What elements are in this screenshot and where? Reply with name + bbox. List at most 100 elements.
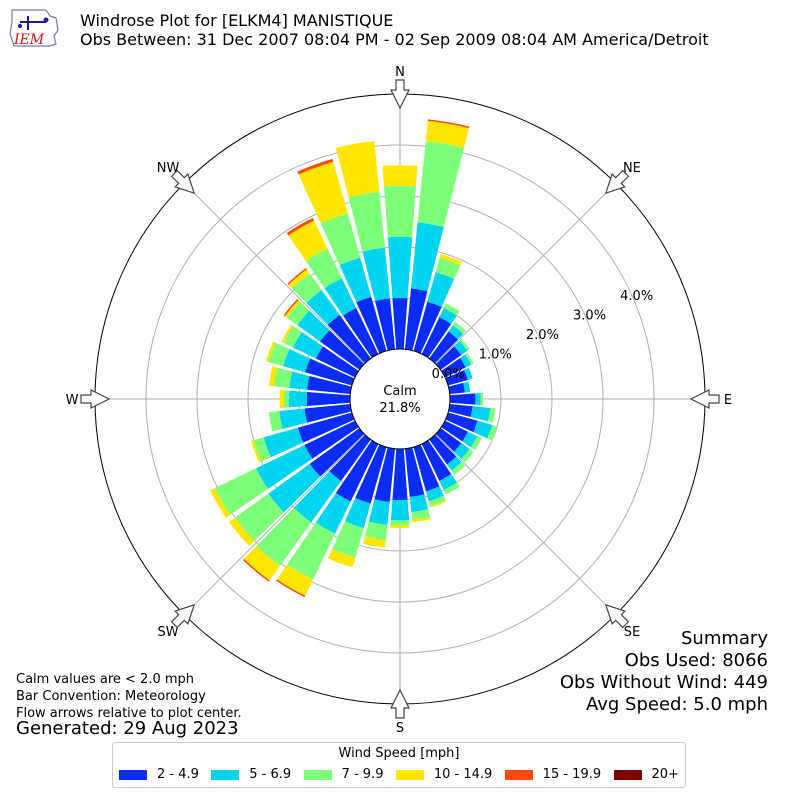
wind-bar-segment xyxy=(375,298,396,351)
wind-bar-segment xyxy=(343,307,379,358)
wind-bar-segment xyxy=(276,579,306,598)
wind-bar-segment xyxy=(392,448,408,500)
wind-bar-segment xyxy=(374,447,396,503)
flow-arrow-shape xyxy=(390,79,410,110)
wind-bar-segment xyxy=(441,420,469,442)
wind-bar-segment xyxy=(283,326,302,348)
wind-bar-segment xyxy=(390,520,410,526)
flow-arrow-shape xyxy=(604,603,630,629)
summary-box: Summary Obs Used: 8066 Obs Without Wind:… xyxy=(560,628,768,716)
wind-bar-segment xyxy=(368,499,390,525)
wind-bar-segment xyxy=(487,424,498,441)
summary-title: Summary xyxy=(681,628,768,649)
wind-bar-segment xyxy=(392,297,408,350)
legend-swatch xyxy=(303,770,332,780)
wind-bar-segment xyxy=(409,494,429,513)
wind-bar-segment xyxy=(348,191,385,252)
direction-label: SW xyxy=(158,625,179,640)
calm-note: Calm values are < 2.0 mph xyxy=(16,672,195,687)
wind-bar-segment xyxy=(269,366,278,387)
wind-bar-segment xyxy=(427,272,455,307)
wind-bar-segment xyxy=(480,392,484,406)
wind-bar-segment xyxy=(460,354,472,368)
legend-swatch xyxy=(119,770,147,780)
grid-spoke xyxy=(183,182,365,364)
direction-label: N xyxy=(395,65,405,80)
wind-bar-segment xyxy=(243,546,281,581)
wind-bar-segment xyxy=(439,474,457,491)
wind-bar-segment xyxy=(297,412,355,443)
wind-bar-segment xyxy=(428,495,446,507)
wind-bar-segment xyxy=(461,449,474,463)
wind-bar-segment xyxy=(315,346,359,378)
legend-label: 15 - 19.9 xyxy=(542,767,602,782)
wind-bar-segment xyxy=(425,486,444,502)
wind-bar-segment xyxy=(324,278,357,316)
wind-bar-segment xyxy=(210,488,231,518)
wind-bar-segment xyxy=(251,440,262,463)
chart-subtitle: Obs Between: 31 Dec 2007 08:04 PM - 02 S… xyxy=(80,30,709,49)
flow-arrow-shape xyxy=(170,169,196,195)
wind-bar-segment xyxy=(356,296,387,354)
wind-bar-segment xyxy=(253,437,271,462)
wind-bar-segment xyxy=(283,390,290,408)
wind-bar-segment xyxy=(355,444,387,504)
wind-bar-segment xyxy=(439,307,457,324)
wind-bar-segment xyxy=(413,444,440,492)
legend-item: 10 - 14.9 xyxy=(395,767,492,783)
direction-label: NW xyxy=(157,161,180,176)
grid-spoke xyxy=(435,182,617,364)
wind-bar-segment xyxy=(328,549,356,568)
wind-bar-segment xyxy=(425,120,470,148)
wind-bar-segment xyxy=(265,341,276,363)
iem-logo: IEM xyxy=(9,9,59,48)
wind-bar-segment xyxy=(293,471,342,523)
flow-arrow-icon xyxy=(604,603,630,629)
legend-label: 20+ xyxy=(651,767,679,782)
direction-label: W xyxy=(66,393,79,408)
wind-bar-segment xyxy=(305,248,342,289)
wind-bar-segment xyxy=(464,367,473,380)
wind-bar-segment xyxy=(297,158,334,175)
wind-bar-segment xyxy=(459,339,470,351)
flow-arrow-shape xyxy=(170,603,196,629)
wind-bar-segment xyxy=(269,411,283,432)
wind-bar-segment xyxy=(445,370,468,386)
wind-bar-segment xyxy=(448,382,465,395)
wind-bar-segment xyxy=(470,406,491,422)
calm-circle xyxy=(349,348,451,450)
direction-label: SE xyxy=(624,625,640,640)
wind-bar-segment xyxy=(463,381,471,393)
wind-bar-segment xyxy=(256,445,313,489)
wind-bar-segment xyxy=(441,357,466,378)
legend-title: Wind Speed [mph] xyxy=(338,746,460,761)
legend-label: 7 - 9.9 xyxy=(341,767,384,782)
wind-bar-segment xyxy=(404,447,425,497)
legend-item: 5 - 6.9 xyxy=(211,767,291,783)
wind-bar-segment xyxy=(297,310,330,342)
wind-bar-segment xyxy=(332,521,364,558)
legend-swatch xyxy=(211,770,240,780)
flow-arrow-icon xyxy=(390,688,410,719)
bar-convention-note: Bar Convention: Meteorology xyxy=(16,689,206,704)
flow-arrow-shape xyxy=(80,389,111,409)
wind-bar-segment xyxy=(268,342,290,367)
legend-item: 7 - 9.9 xyxy=(303,767,384,783)
wind-bar-segment xyxy=(288,390,307,408)
wind-bar-segment xyxy=(298,161,348,224)
chart-title: Windrose Plot for [ELKM4] MANISTIQUE xyxy=(80,11,394,30)
wind-bar-segment xyxy=(276,564,314,596)
wind-bar-segment xyxy=(449,393,476,405)
wind-bar-segment xyxy=(421,317,452,358)
wind-bar-segment xyxy=(390,525,410,529)
wind-bar-segment xyxy=(242,558,270,582)
calm-label: Calm xyxy=(383,384,416,399)
wind-bar-segment xyxy=(473,420,493,439)
wind-bar-segment xyxy=(430,500,447,508)
wind-bar-segment xyxy=(452,321,467,335)
wind-bar-segment xyxy=(411,509,430,520)
wind-bar-segment xyxy=(268,463,321,513)
generated-date: Generated: 29 Aug 2023 xyxy=(16,718,239,739)
flow-arrow-shape xyxy=(390,688,410,719)
